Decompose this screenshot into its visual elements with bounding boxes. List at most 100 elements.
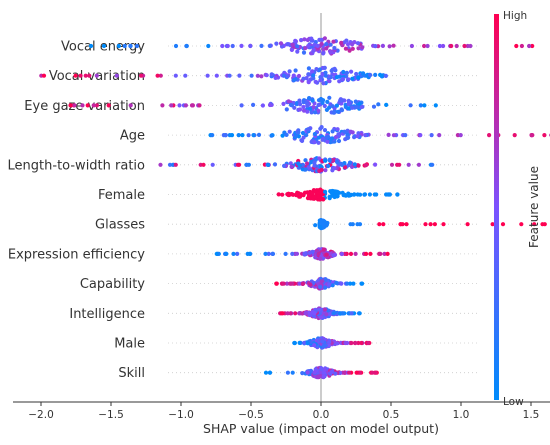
data-point [335, 159, 340, 165]
feature-label: Length-to-width ratio [8, 158, 145, 173]
data-point [326, 163, 331, 169]
data-point [318, 225, 323, 230]
data-point [248, 43, 253, 49]
data-point [433, 103, 438, 108]
data-point [430, 162, 435, 167]
data-point [342, 370, 347, 375]
data-point [346, 191, 351, 196]
data-point [337, 74, 342, 79]
data-point [370, 370, 375, 375]
data-point [288, 281, 293, 286]
data-point [386, 192, 391, 197]
data-point [41, 73, 47, 78]
data-point [500, 222, 506, 227]
data-point [313, 110, 318, 115]
data-point [305, 37, 310, 43]
data-point [332, 66, 337, 71]
data-point [316, 102, 321, 108]
data-point [293, 134, 298, 139]
data-point [259, 74, 264, 79]
data-point [290, 42, 295, 47]
data-point [68, 103, 73, 108]
data-point [333, 371, 338, 376]
data-point [301, 50, 307, 55]
data-point [327, 158, 332, 163]
data-point [301, 193, 306, 198]
data-point [373, 44, 378, 49]
data-point [327, 311, 332, 317]
data-point [519, 222, 524, 227]
data-point [266, 251, 271, 256]
data-point [382, 251, 387, 256]
data-point [297, 281, 302, 286]
data-point [267, 370, 272, 375]
data-point [116, 43, 121, 49]
data-point [286, 192, 291, 197]
data-point [312, 131, 317, 137]
data-point [422, 43, 427, 49]
data-point [305, 161, 310, 166]
data-point [490, 222, 495, 227]
data-point [235, 251, 240, 256]
data-point [357, 311, 362, 316]
data-point [293, 311, 298, 316]
data-point [327, 196, 332, 201]
colorbar-title: Feature value [527, 166, 541, 248]
data-point [78, 73, 83, 78]
data-point [280, 311, 285, 316]
data-point [441, 43, 446, 49]
data-point [306, 72, 311, 77]
data-point [296, 130, 301, 135]
data-point [311, 314, 316, 319]
data-point [331, 39, 336, 44]
data-point [293, 68, 298, 73]
data-point [330, 129, 335, 134]
data-point [487, 133, 492, 138]
data-point [306, 193, 312, 198]
data-point [299, 38, 304, 43]
data-point [326, 343, 331, 348]
data-point [324, 46, 329, 51]
data-point [274, 41, 279, 46]
data-point [312, 311, 317, 316]
data-point [358, 192, 363, 197]
data-point [342, 129, 347, 134]
data-point [356, 46, 361, 51]
data-point [302, 37, 307, 42]
data-point [240, 133, 245, 138]
data-point [281, 73, 287, 78]
data-point [269, 72, 274, 77]
data-point [85, 103, 90, 108]
data-point [274, 281, 279, 286]
data-point [346, 101, 352, 106]
data-point [201, 162, 206, 167]
data-point [350, 46, 355, 51]
data-point [358, 105, 363, 110]
data-point [326, 78, 331, 84]
data-point [285, 311, 290, 316]
data-point [334, 103, 339, 108]
data-point [295, 49, 300, 54]
data-point [291, 78, 296, 83]
data-point [354, 370, 359, 375]
data-point [363, 163, 369, 168]
data-point [322, 307, 327, 312]
data-points [39, 36, 550, 380]
data-point [210, 162, 215, 167]
data-point [227, 73, 232, 78]
data-point [441, 222, 446, 227]
data-point [267, 43, 272, 49]
data-point [355, 222, 360, 227]
data-point [322, 128, 328, 133]
data-point [230, 43, 235, 49]
data-point [316, 194, 321, 199]
data-point [300, 281, 305, 286]
data-point [355, 134, 360, 139]
data-point [318, 256, 323, 261]
data-point [349, 69, 354, 74]
data-point [285, 74, 290, 79]
data-point [409, 43, 414, 49]
data-point [214, 251, 219, 256]
feature-label: Male [114, 337, 145, 352]
data-point [311, 47, 316, 52]
